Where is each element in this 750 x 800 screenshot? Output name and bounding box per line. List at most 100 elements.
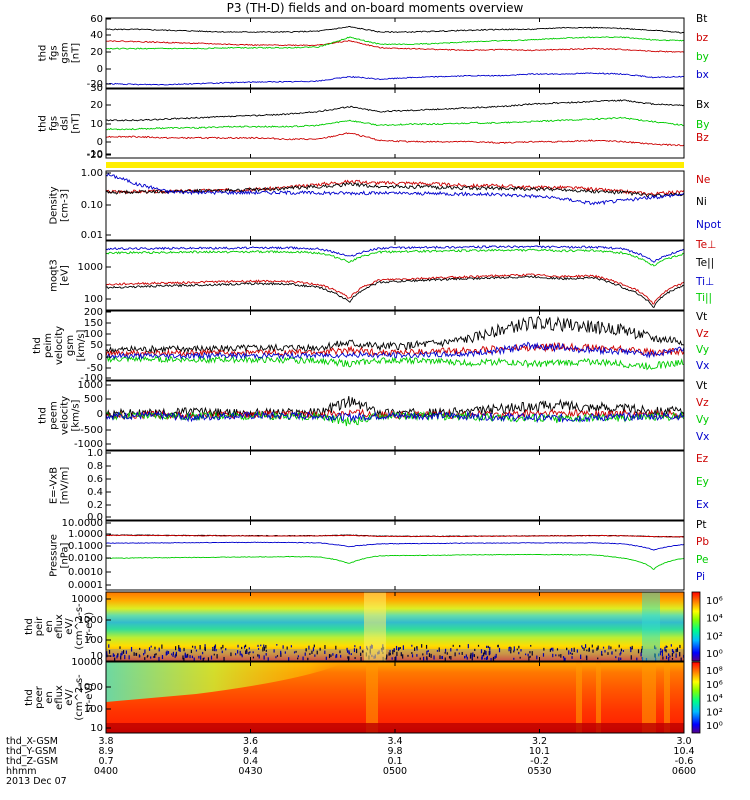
peir-spectrogram-speck — [597, 645, 599, 650]
peir-spectrogram-speck — [675, 653, 677, 658]
peir-spectrogram-speck — [671, 652, 674, 657]
peir-spectrogram-speck — [427, 650, 429, 653]
peir-spectrogram-event — [364, 592, 386, 661]
peir-spectrogram-speck — [153, 655, 155, 659]
peim-velocity-ytick-label: 150 — [84, 318, 103, 329]
peir-spectrogram-speck — [520, 649, 522, 652]
density-legend-Ni: Ni — [696, 196, 707, 208]
peir-spectrogram-speck — [487, 645, 489, 649]
electric-field-legend-Ey: Ey — [696, 476, 709, 488]
peir-spectrogram-speck — [620, 651, 622, 655]
peir-spectrogram-speck — [252, 656, 255, 659]
peir-spectrogram-speck — [583, 647, 585, 651]
peir-spectrogram-speck — [497, 644, 499, 648]
peir-spectrogram-speck — [661, 649, 664, 653]
peir-spectrogram-speck — [385, 656, 388, 660]
peir-spectrogram-speck — [243, 645, 246, 649]
peim-velocity-series-Vx — [105, 341, 685, 361]
peir-spectrogram-speck — [473, 654, 475, 658]
peir-spectrogram-speck — [543, 647, 545, 651]
peir-spectrogram-speck — [174, 655, 176, 658]
peir-spectrogram-speck — [340, 654, 342, 658]
peir-spectrogram-speck — [558, 654, 560, 657]
peir-spectrogram-speck — [214, 644, 216, 649]
peir-spectrogram-colorbar-label: 10⁶ — [706, 596, 723, 607]
electric-field-legend-Ez: Ez — [696, 453, 709, 465]
moments-temperature-series-Te⊥ — [105, 273, 685, 305]
footer-row-label: thd_Y-GSM — [6, 746, 57, 757]
peir-spectrogram-speck — [588, 648, 590, 652]
peir-spectrogram-speck — [508, 647, 510, 652]
peir-spectrogram-speck — [474, 648, 476, 652]
peir-spectrogram-speck — [235, 653, 237, 656]
fgs-dsl-ylabel-line: dsl — [60, 116, 71, 130]
peir-spectrogram-speck — [419, 657, 421, 660]
peir-spectrogram-speck — [476, 656, 479, 659]
peir-spectrogram-speck — [220, 647, 222, 650]
pressure-ylabel-line: Pressure — [49, 534, 60, 577]
pressure-legend-Pi: Pi — [696, 571, 705, 583]
fgs-gsm-series-bz — [106, 39, 685, 53]
pressure-ytick-label: 0.0001 — [68, 580, 103, 591]
fgs-gsm-legend-Bt: Bt — [696, 13, 707, 25]
peir-spectrogram-speck — [391, 657, 393, 660]
footer-row-value: 9.4 — [242, 746, 259, 757]
peir-spectrogram-speck — [178, 645, 180, 649]
peer-spectrogram-colorbar-label: 10⁴ — [706, 694, 723, 705]
peir-spectrogram-speck — [573, 647, 575, 653]
peer-spectrogram-ytick-label: 10 — [90, 723, 103, 734]
peir-spectrogram-speck — [288, 657, 290, 661]
peir-spectrogram-speck — [481, 656, 483, 660]
peer-spectrogram-event — [642, 662, 656, 733]
peir-spectrogram-speck — [144, 649, 146, 654]
peir-spectrogram-speck — [241, 654, 243, 658]
peir-spectrogram-speck — [411, 654, 414, 658]
peir-spectrogram-speck — [225, 648, 227, 651]
peir-spectrogram-speck — [450, 655, 452, 660]
peir-spectrogram-speck — [202, 657, 204, 663]
peir-spectrogram-speck — [302, 656, 304, 661]
peir-spectrogram-speck — [171, 653, 173, 656]
peir-spectrogram-speck — [388, 652, 390, 656]
density-ytick-label: 0.10 — [81, 200, 103, 211]
pressure-series-Pi — [105, 541, 685, 551]
peir-spectrogram-speck — [237, 644, 239, 648]
peim-velocity-ylabel-line: [km/s] — [76, 329, 87, 361]
electric-field-ytick-label: 0.8 — [87, 461, 103, 472]
peir-spectrogram-speck — [193, 657, 195, 661]
peir-spectrogram-speck — [569, 652, 572, 655]
peir-spectrogram-speck — [260, 644, 262, 647]
peer-spectrogram-ylabel-line: peer — [34, 685, 45, 709]
peir-spectrogram-speck — [604, 650, 606, 653]
peir-spectrogram-speck — [602, 646, 605, 649]
peir-spectrogram-speck — [265, 653, 267, 656]
peir-spectrogram-speck — [347, 656, 349, 659]
peir-spectrogram-speck — [257, 644, 259, 647]
moments-temperature-legend-Te⊥: Te⊥ — [695, 239, 716, 251]
peir-spectrogram-speck — [524, 653, 527, 656]
pressure-ytick-label: 0.1000 — [68, 541, 103, 552]
peir-spectrogram-speck — [563, 657, 565, 661]
peir-spectrogram-speck — [389, 650, 391, 653]
peir-spectrogram-speck — [470, 652, 472, 656]
density-series-Ne — [105, 179, 685, 197]
peir-spectrogram-speck — [671, 657, 674, 660]
peir-spectrogram-speck — [466, 656, 468, 660]
peir-spectrogram-speck — [265, 644, 267, 649]
peir-spectrogram-speck — [293, 651, 296, 654]
footer-row-value: 0.4 — [242, 756, 259, 767]
peir-spectrogram-speck — [154, 646, 156, 650]
peir-spectrogram-speck — [441, 656, 443, 659]
peir-spectrogram-speck — [461, 651, 463, 655]
peir-spectrogram-speck — [580, 654, 582, 660]
peir-spectrogram-speck — [185, 654, 187, 659]
peir-spectrogram-speck — [426, 656, 428, 660]
peir-spectrogram-speck — [158, 647, 160, 652]
peir-spectrogram-speck — [495, 653, 497, 658]
peir-spectrogram-speck — [155, 653, 157, 656]
peir-spectrogram-speck — [428, 653, 431, 658]
fgs-dsl-legend-Bz: Bz — [696, 132, 709, 144]
peir-spectrogram-speck — [430, 653, 432, 658]
peir-spectrogram-speck — [513, 646, 515, 651]
